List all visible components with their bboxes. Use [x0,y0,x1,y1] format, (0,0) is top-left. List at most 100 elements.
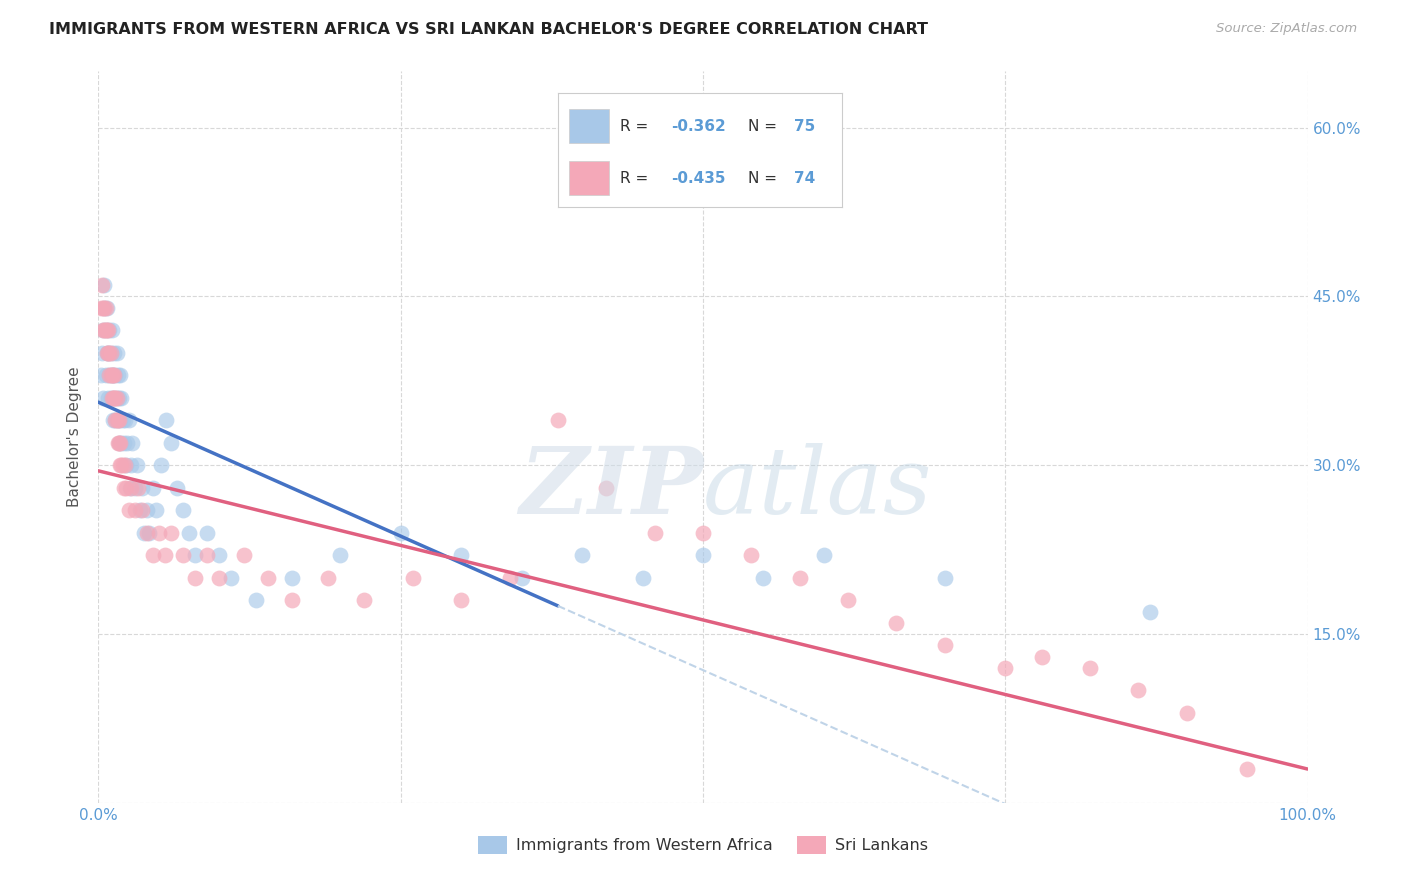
Point [108,458,131,473]
Point [160,435,183,450]
Point [100,368,122,383]
Point [208,548,231,562]
Point [121,435,143,450]
Text: Source: ZipAtlas.com: Source: ZipAtlas.com [1216,22,1357,36]
Point [107,413,129,427]
Point [111,413,134,427]
Point [389,525,412,540]
Point [450,548,472,562]
Text: ZIP: ZIP [519,443,703,533]
Point [91,278,114,293]
Point [100,368,122,383]
Point [740,548,762,562]
Point [208,571,231,585]
Point [93,301,115,315]
Point [96,301,118,315]
Point [752,571,775,585]
Point [100,345,122,359]
Point [172,503,194,517]
Point [886,615,908,630]
Point [98,345,121,359]
Point [155,413,177,427]
Point [90,368,112,383]
Point [94,323,117,337]
Point [103,345,125,359]
Point [281,593,304,607]
Point [105,413,128,427]
Point [353,593,375,607]
Point [100,323,122,337]
Point [150,458,173,473]
Point [107,413,129,427]
Point [91,301,114,315]
Point [127,481,149,495]
Point [101,368,124,383]
Point [111,458,134,473]
Point [1031,649,1053,664]
Point [118,413,141,427]
Point [115,481,138,495]
Point [595,481,617,495]
Point [94,368,117,383]
Point [127,458,149,473]
Point [110,435,132,450]
Point [104,413,127,427]
Point [114,413,136,427]
Point [547,413,569,427]
Point [93,323,115,337]
Point [103,391,125,405]
Point [107,368,129,383]
Point [195,548,218,562]
Point [402,571,425,585]
Point [105,391,128,405]
Point [93,278,115,293]
Point [105,345,128,359]
Point [813,548,835,562]
Point [91,323,114,337]
Point [142,481,165,495]
Point [134,525,156,540]
Point [97,391,120,405]
Point [91,345,114,359]
Point [631,571,654,585]
Point [145,503,167,517]
Text: IMMIGRANTS FROM WESTERN AFRICA VS SRI LANKAN BACHELOR'S DEGREE CORRELATION CHART: IMMIGRANTS FROM WESTERN AFRICA VS SRI LA… [49,22,928,37]
Point [1236,762,1258,776]
Point [101,413,124,427]
Point [108,413,131,427]
Point [329,548,352,562]
Point [90,301,112,315]
Point [837,593,859,607]
Point [644,525,666,540]
Point [96,345,118,359]
Point [1175,706,1198,720]
Point [101,391,124,405]
Point [97,345,120,359]
Point [166,481,188,495]
Point [104,368,127,383]
Point [120,481,142,495]
Point [96,323,118,337]
Point [108,368,131,383]
Point [692,548,714,562]
Point [256,571,278,585]
Point [94,301,117,315]
Point [153,548,176,562]
Point [160,525,183,540]
Point [316,571,339,585]
Point [281,571,304,585]
Point [115,458,138,473]
Point [510,571,533,585]
Text: atlas: atlas [703,443,932,533]
Point [93,301,115,315]
Point [179,525,201,540]
Point [110,458,132,473]
Point [195,525,218,540]
Point [100,391,122,405]
Point [789,571,811,585]
Point [104,413,127,427]
Legend: Immigrants from Western Africa, Sri Lankans: Immigrants from Western Africa, Sri Lank… [471,830,935,861]
Point [135,525,157,540]
Point [117,435,139,450]
Point [1139,605,1161,619]
